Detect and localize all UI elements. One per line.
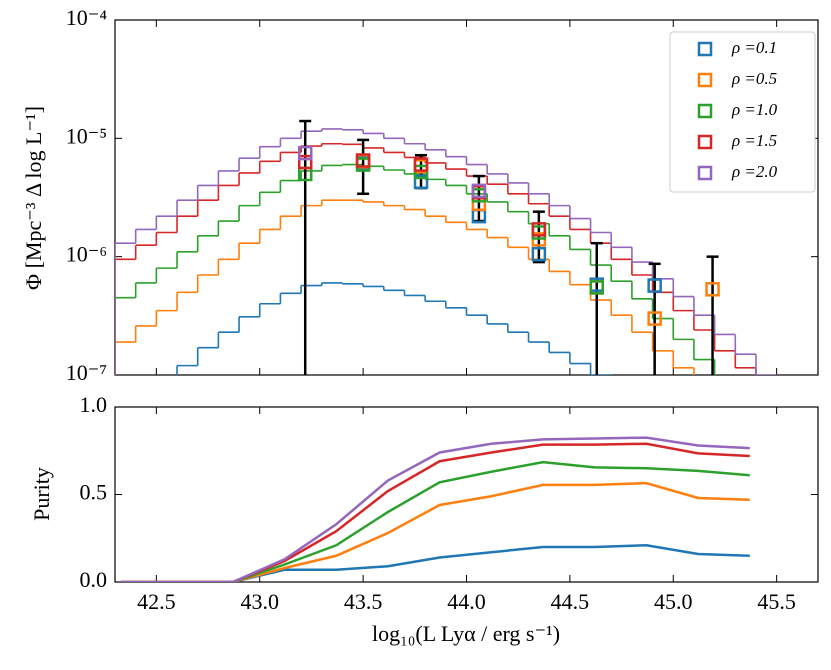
marker — [647, 278, 662, 293]
x-tick-label: 43.0 — [240, 589, 279, 614]
x-tick-label: 45.5 — [757, 589, 796, 614]
marker — [413, 174, 429, 189]
plot-layer: 10⁻⁷ 10⁻⁶ 10⁻⁵ 10⁻⁴ ρ =0.1 ρ =0.5 ρ =1.0 ρ =1.5… — [66, 5, 819, 614]
marker — [413, 157, 429, 172]
purity-line — [121, 460, 750, 582]
x-tick-label: 45.0 — [654, 589, 693, 614]
marker — [413, 164, 429, 180]
y-tick-label: 10⁻⁴ — [66, 5, 108, 30]
marker — [297, 145, 313, 161]
step-connector — [115, 143, 778, 375]
y-tick-label: 10⁻⁷ — [66, 360, 107, 385]
x-tick-label: 43.5 — [344, 589, 383, 614]
marker — [589, 280, 605, 295]
marker — [531, 246, 547, 262]
legend-marker — [697, 41, 713, 57]
y-tick-label: 10⁻⁵ — [66, 123, 107, 148]
purity-line — [121, 442, 750, 582]
legend-box — [669, 31, 816, 193]
marker — [647, 311, 662, 326]
legend-marker — [697, 72, 713, 88]
y-tick-label: 0.0 — [80, 567, 108, 592]
purity-line — [121, 436, 750, 582]
legend-label: ρ =0.5 — [731, 69, 777, 88]
step-connector — [115, 282, 633, 375]
step-connector — [115, 200, 716, 375]
legend-label: ρ =1.5 — [731, 131, 777, 150]
step-connector — [115, 128, 757, 375]
legend-label: ρ =0.1 — [731, 38, 777, 57]
purity-line — [121, 543, 750, 582]
y-tick-label: 10⁻⁶ — [66, 242, 107, 267]
legend-label: ρ =1.0 — [731, 100, 778, 119]
marker — [471, 183, 487, 199]
legend-marker — [697, 165, 713, 181]
purity-line — [121, 481, 750, 582]
x-axis-label: log₁₀(L Lyα / erg s⁻¹) — [372, 621, 560, 646]
legend-marker — [697, 103, 713, 119]
marker — [705, 282, 720, 297]
plot-area — [121, 436, 750, 582]
y-tick-label: 0.5 — [80, 480, 108, 505]
x-tick-label: 44.0 — [447, 589, 486, 614]
marker — [297, 154, 313, 170]
plot-area — [115, 119, 778, 375]
y-axis-label: Purity — [29, 467, 54, 521]
legend-label: ρ =2.0 — [731, 162, 778, 181]
y-axis-label: Φ [Mpc⁻³ Δ log L⁻¹] — [21, 106, 46, 290]
legend-marker — [697, 134, 713, 150]
step-connector — [115, 164, 737, 375]
x-tick-label: 42.5 — [137, 589, 176, 614]
y-tick-label: 1.0 — [80, 392, 108, 417]
marker — [355, 153, 371, 168]
x-tick-label: 44.5 — [551, 589, 590, 614]
marker — [531, 222, 547, 237]
